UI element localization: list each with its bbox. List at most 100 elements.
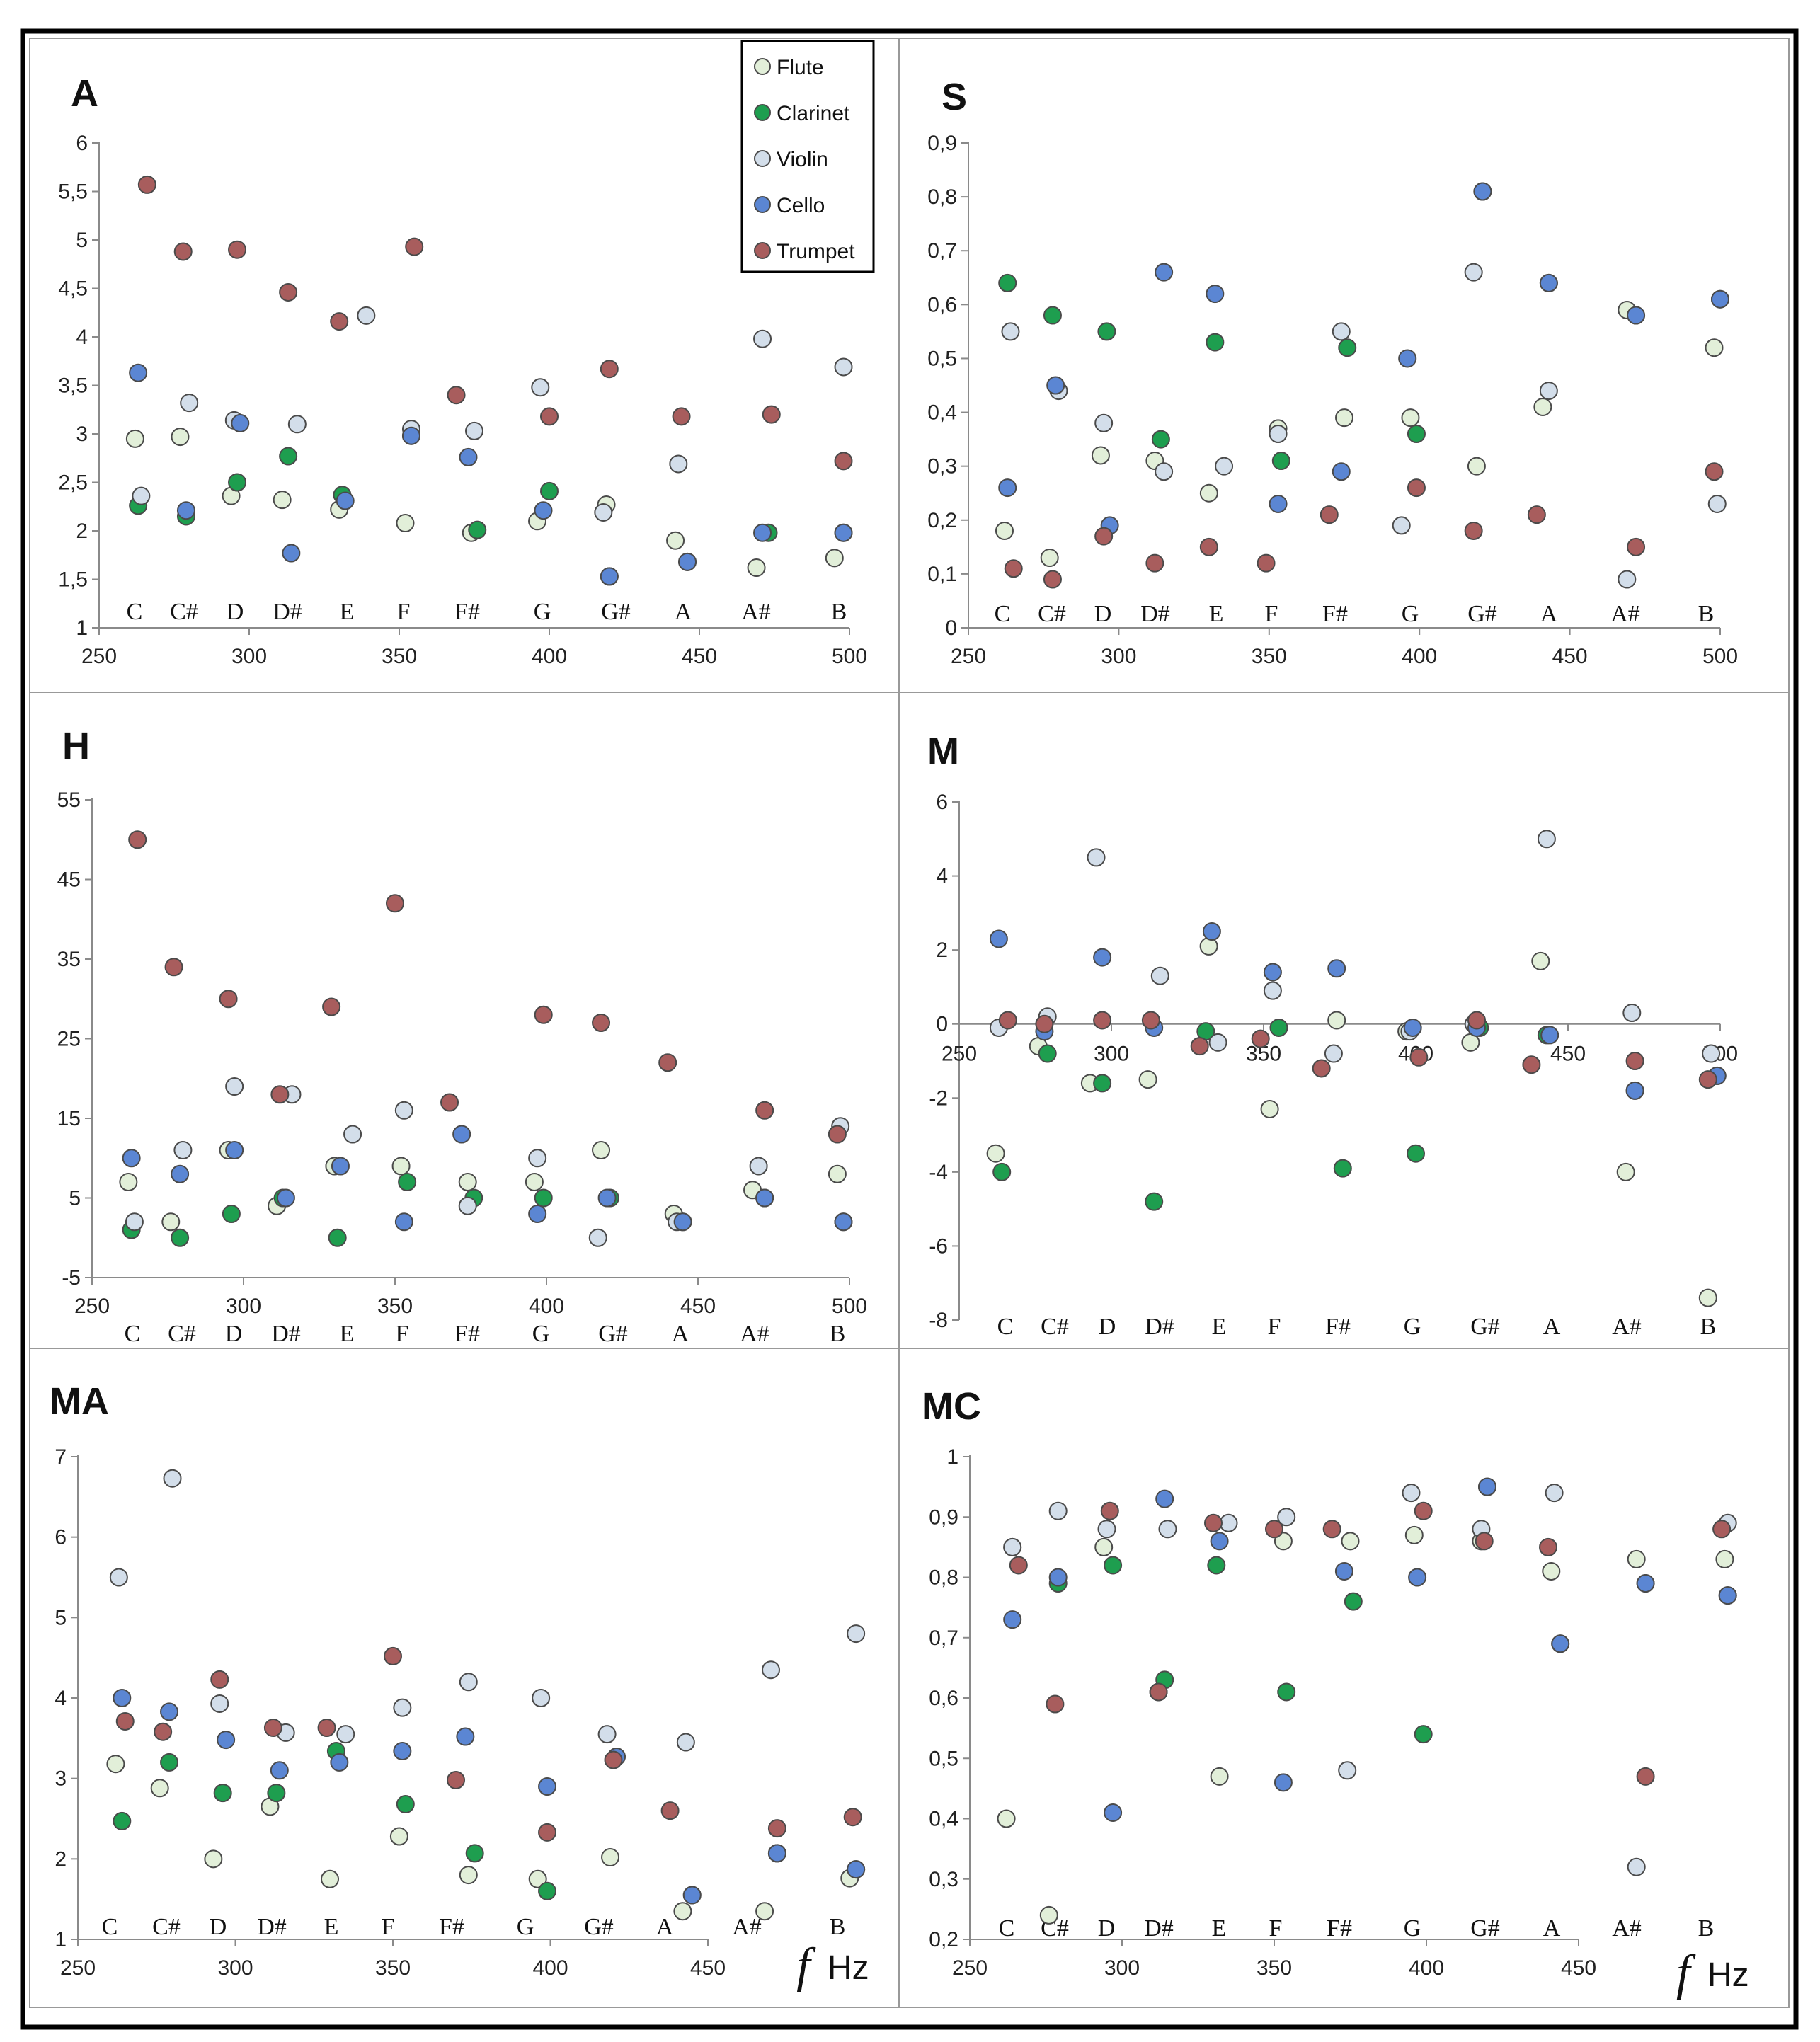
note-label: F#	[454, 599, 480, 625]
note-label: A#	[740, 1321, 769, 1347]
x-tick-label: 300	[217, 1956, 253, 1980]
point-trumpet	[210, 1670, 229, 1689]
point-flute	[106, 1755, 125, 1774]
note-label: G	[1402, 601, 1419, 627]
y-tick-label: 0,9	[929, 1505, 958, 1529]
point-trumpet	[447, 1770, 465, 1789]
point-flute	[528, 1869, 547, 1888]
point-trumpet	[440, 1093, 459, 1112]
point-violin	[597, 1725, 617, 1744]
y-tick-label: 0,4	[929, 1808, 958, 1831]
series-trumpet	[1009, 1501, 1732, 1786]
panel-a: A 1 1,5 2 2,5 3 3,5 4 4,5 5 5,5 6 250 300 350 400 450 500…	[58, 72, 867, 668]
point-trumpet	[604, 1750, 623, 1769]
point-violin	[336, 1725, 355, 1744]
note-label: E	[324, 1914, 339, 1940]
point-flute	[1094, 1537, 1114, 1556]
y-tick-label: 0,6	[929, 1687, 958, 1710]
note-label: A	[675, 599, 692, 625]
legend-marker-trumpet	[754, 242, 771, 259]
point-flute	[391, 1157, 411, 1176]
point-clarinet	[1414, 1725, 1433, 1744]
panel-title: MC	[922, 1385, 981, 1428]
point-violin	[393, 1698, 412, 1717]
note-label: G#	[1470, 1314, 1500, 1340]
point-clarinet	[1271, 452, 1290, 471]
point-trumpet	[115, 1711, 135, 1731]
y-tick-label: 2	[76, 520, 88, 543]
point-cello	[597, 1188, 617, 1208]
point-violin	[459, 1673, 478, 1692]
point-flute	[1531, 951, 1550, 970]
point-clarinet	[465, 1844, 484, 1863]
point-violin	[1048, 1501, 1068, 1520]
point-cello	[336, 491, 355, 510]
x-tick-label: 350	[1252, 645, 1287, 668]
x-tick-label: 300	[231, 645, 267, 668]
point-trumpet	[1698, 1070, 1717, 1089]
note-label: G#	[601, 599, 631, 625]
point-violin	[1324, 1044, 1343, 1063]
point-trumpet	[1625, 1052, 1644, 1070]
series-cello	[113, 1689, 866, 1905]
note-label: A	[1543, 1314, 1561, 1340]
x-tick-label: 250	[951, 645, 986, 668]
point-cello	[834, 523, 853, 542]
series-violin	[125, 1077, 850, 1247]
note-label: G	[532, 1321, 550, 1347]
point-trumpet	[672, 407, 691, 426]
y-tick-label: 6	[936, 791, 948, 814]
legend-label-clarinet: Clarinet	[777, 102, 850, 125]
point-trumpet	[1145, 553, 1164, 573]
point-clarinet	[1151, 430, 1170, 449]
point-violin	[1087, 848, 1106, 867]
point-cello	[1048, 1568, 1068, 1587]
point-cello	[276, 1188, 295, 1208]
point-flute	[1627, 1549, 1646, 1568]
legend-label-cello: Cello	[777, 194, 825, 217]
y-tick-label: 0,3	[929, 1868, 958, 1891]
x-tick-label: 300	[1101, 645, 1136, 668]
point-clarinet	[328, 1228, 347, 1247]
point-flute	[666, 531, 685, 550]
note-label: A#	[741, 599, 771, 625]
point-cello	[456, 1727, 475, 1746]
point-clarinet	[1043, 306, 1062, 325]
point-clarinet	[171, 1228, 190, 1247]
x-tick-label: 400	[1409, 1956, 1444, 1980]
x-tick-label: 450	[1552, 645, 1588, 668]
point-trumpet	[1320, 505, 1339, 524]
point-flute	[125, 429, 144, 448]
y-tick-label: 0	[936, 1013, 948, 1036]
point-cello	[534, 501, 553, 520]
note-label: F	[1265, 601, 1278, 627]
point-violin	[287, 415, 307, 434]
point-clarinet	[992, 1162, 1012, 1181]
point-clarinet	[1344, 1592, 1363, 1611]
point-trumpet	[1257, 553, 1276, 573]
point-flute	[119, 1173, 138, 1191]
point-clarinet	[160, 1753, 179, 1772]
note-label: G#	[1467, 601, 1497, 627]
y-tick-label: -2	[929, 1086, 948, 1110]
note-label: C	[997, 1314, 1014, 1340]
y-tick-label: 0,6	[927, 293, 957, 316]
point-trumpet	[1093, 1011, 1112, 1030]
point-violin	[132, 486, 151, 505]
point-trumpet	[843, 1808, 862, 1827]
note-label: F	[382, 1914, 395, 1940]
x-tick-label: 250	[952, 1956, 988, 1980]
note-label: F#	[1327, 1915, 1352, 1941]
point-violin	[163, 1469, 182, 1488]
point-clarinet	[279, 447, 298, 466]
point-flute	[755, 1902, 774, 1921]
point-clarinet	[534, 1188, 553, 1208]
y-tick-label: 3	[76, 423, 88, 446]
point-trumpet	[1414, 1501, 1433, 1520]
point-trumpet	[1705, 462, 1724, 481]
note-label: G#	[1470, 1915, 1500, 1941]
point-violin	[1618, 570, 1637, 589]
point-violin	[1627, 1857, 1646, 1876]
point-flute	[1542, 1561, 1561, 1581]
